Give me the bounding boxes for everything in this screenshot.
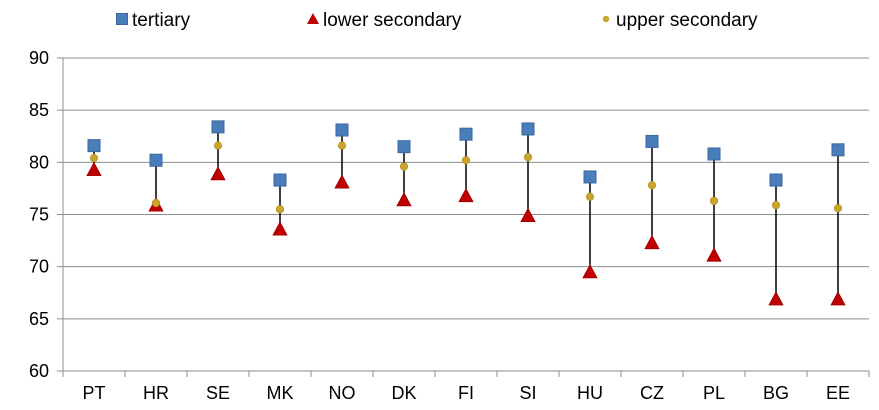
- tertiary-point-PT: [87, 139, 101, 153]
- legend: tertiary lower secondary upper secondary: [116, 10, 758, 31]
- x-tick-label-BG: BG: [763, 383, 789, 403]
- y-tick-label-70: 70: [29, 257, 49, 277]
- y-axis: 60 65 70 75 80 85 90: [29, 48, 64, 381]
- legend-label-tertiary: tertiary: [132, 10, 191, 31]
- y-tick-label-85: 85: [29, 100, 49, 120]
- upper-secondary-point-MK: [275, 205, 285, 214]
- x-axis: PT HR SE MK NO DK FI SI HU CZ PL BG EE: [62, 370, 870, 403]
- x-tick-label-SE: SE: [206, 383, 230, 403]
- tertiary-point-DK: [397, 140, 411, 154]
- x-tick-label-HU: HU: [577, 383, 603, 403]
- tertiary-point-FI: [459, 127, 473, 141]
- x-tick-label-MK: MK: [267, 383, 294, 403]
- y-tick-label-60: 60: [29, 361, 49, 381]
- upper-secondary-point-DK: [399, 162, 409, 171]
- x-tick-label-EE: EE: [826, 383, 850, 403]
- legend-marker-tertiary: [116, 13, 128, 25]
- tertiary-point-SI: [521, 122, 535, 136]
- tertiary-point-PL: [707, 147, 721, 161]
- x-tick-label-HR: HR: [143, 383, 169, 403]
- lower-secondary-point-MK: [272, 221, 288, 236]
- upper-secondary-point-BG: [771, 201, 781, 210]
- tertiary-point-HU: [583, 170, 597, 184]
- tertiary-point-BG: [769, 173, 783, 187]
- upper-secondary-point-HR: [151, 198, 161, 208]
- legend-label-upper-secondary: upper secondary: [616, 10, 758, 31]
- gridlines: [63, 57, 869, 372]
- lower-secondary-point-EE: [830, 291, 846, 306]
- lower-secondary-point-DK: [396, 192, 412, 207]
- lower-secondary-point-HU: [582, 264, 598, 279]
- y-tick-label-90: 90: [29, 48, 49, 68]
- y-tick-label-80: 80: [29, 152, 49, 172]
- x-tick-label-PT: PT: [82, 383, 105, 403]
- x-tick-label-NO: NO: [329, 383, 356, 403]
- legend-label-lower-secondary: lower secondary: [323, 10, 462, 31]
- legend-marker-lower-secondary: [307, 13, 319, 24]
- data-markers: [86, 120, 846, 306]
- lower-secondary-point-SE: [210, 165, 226, 181]
- upper-secondary-point-HU: [585, 192, 595, 201]
- upper-secondary-point-EE: [833, 204, 843, 213]
- upper-secondary-point-CZ: [647, 181, 657, 190]
- lower-secondary-point-FI: [458, 187, 474, 203]
- x-tick-label-SI: SI: [519, 383, 536, 403]
- tertiary-point-MK: [273, 173, 287, 187]
- lower-secondary-point-PL: [706, 247, 722, 262]
- y-tick-label-65: 65: [29, 309, 49, 329]
- x-tick-label-CZ: CZ: [640, 383, 664, 403]
- lower-secondary-point-CZ: [644, 234, 660, 250]
- legend-marker-upper-secondary: [602, 15, 610, 23]
- lower-secondary-point-PT: [86, 161, 102, 177]
- lower-secondary-point-NO: [334, 174, 350, 189]
- tertiary-point-EE: [831, 143, 845, 157]
- x-tick-label-FI: FI: [458, 383, 474, 403]
- x-tick-label-DK: DK: [391, 383, 416, 403]
- y-tick-label-75: 75: [29, 205, 49, 225]
- upper-secondary-point-NO: [337, 141, 347, 150]
- tertiary-point-HR: [149, 153, 163, 167]
- tertiary-point-NO: [335, 123, 349, 137]
- upper-secondary-point-FI: [461, 156, 471, 165]
- range-lines: [93, 126, 839, 300]
- tertiary-point-CZ: [645, 134, 659, 148]
- lower-secondary-point-SI: [520, 207, 536, 222]
- upper-secondary-point-SE: [213, 141, 223, 150]
- upper-secondary-point-SI: [523, 153, 533, 162]
- upper-secondary-point-PL: [709, 196, 719, 206]
- lower-secondary-point-BG: [768, 291, 784, 306]
- upper-secondary-point-PT: [89, 154, 99, 163]
- tertiary-point-SE: [211, 120, 225, 134]
- x-tick-label-PL: PL: [703, 383, 725, 403]
